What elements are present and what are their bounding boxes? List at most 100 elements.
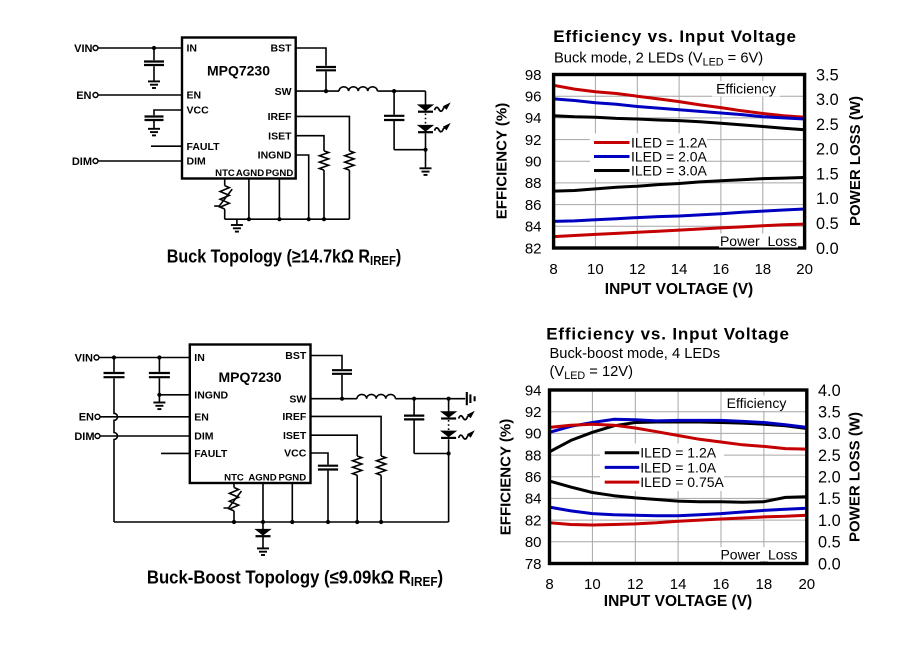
svg-text:2.5: 2.5 [816,116,839,134]
svg-text:AGND: AGND [248,473,276,484]
svg-text:90: 90 [525,426,542,443]
svg-text:Buck-boost mode, 4 LEDs: Buck-boost mode, 4 LEDs [550,346,721,362]
svg-text:PGND: PGND [278,473,306,484]
svg-text:10: 10 [587,261,604,278]
svg-text:82: 82 [525,512,542,529]
svg-text:ISET: ISET [283,430,307,442]
svg-text:DIM: DIM [72,156,92,168]
svg-text:EN: EN [187,90,202,102]
svg-text:92: 92 [525,404,542,421]
svg-text:80: 80 [525,534,542,551]
svg-text:DIM: DIM [194,431,214,443]
svg-text:VCC: VCC [187,105,210,117]
svg-text:2.5: 2.5 [818,447,841,465]
svg-text:1.0: 1.0 [818,512,841,530]
svg-text:EN: EN [194,412,209,424]
svg-text:ILED = 1.2A: ILED = 1.2A [640,445,717,461]
svg-text:92: 92 [525,132,542,149]
svg-text:78: 78 [525,556,542,573]
svg-text:NTC: NTC [215,168,235,179]
svg-text:96: 96 [525,89,542,106]
svg-text:Efficiency vs. Input Voltage: Efficiency vs. Input Voltage [553,27,797,46]
svg-text:2.0: 2.0 [816,141,839,159]
svg-text:12: 12 [627,576,644,593]
svg-text:1.0: 1.0 [816,190,839,208]
svg-text:INPUT VOLTAGE (V): INPUT VOLTAGE (V) [605,281,753,298]
svg-text:Buck-Boost Topology (≤9.09kΩ R: Buck-Boost Topology (≤9.09kΩ RIREF) [147,567,443,589]
svg-text:3.0: 3.0 [816,91,839,109]
svg-text:FAULT: FAULT [194,448,228,460]
svg-text:20: 20 [798,576,815,593]
svg-text:EN: EN [79,412,94,424]
svg-text:EFFICIENCY (%): EFFICIENCY (%) [498,419,515,535]
svg-text:0.5: 0.5 [818,534,841,552]
svg-text:POWER LOSS (W): POWER LOSS (W) [847,96,864,226]
svg-text:MPQ7230: MPQ7230 [207,63,270,79]
svg-text:Efficiency: Efficiency [716,81,776,97]
svg-text:0.0: 0.0 [818,555,841,573]
svg-text:INPUT VOLTAGE (V): INPUT VOLTAGE (V) [604,593,752,610]
svg-text:90: 90 [525,154,542,171]
svg-text:ILED = 0.75A: ILED = 0.75A [640,474,724,490]
svg-text:0.0: 0.0 [816,240,839,258]
svg-text:Efficiency: Efficiency [727,395,787,411]
svg-text:4.0: 4.0 [818,382,841,400]
svg-text:18: 18 [754,261,771,278]
svg-text:Buck Topology (≥14.7kΩ RIREF): Buck Topology (≥14.7kΩ RIREF) [167,245,401,268]
svg-text:(VLED = 12V): (VLED = 12V) [550,364,633,382]
svg-text:FAULT: FAULT [187,141,221,153]
svg-text:DIM: DIM [74,431,94,443]
svg-text:14: 14 [671,261,688,278]
svg-text:VIN: VIN [75,352,93,364]
svg-text:3.0: 3.0 [818,425,841,443]
svg-text:ILED = 2.0A: ILED = 2.0A [631,148,708,164]
svg-text:IN: IN [187,43,198,55]
svg-text:SW: SW [275,86,292,98]
svg-text:EN: EN [76,90,91,102]
svg-text:PGND: PGND [266,168,294,179]
svg-text:2.0: 2.0 [818,469,841,487]
svg-text:NTC: NTC [224,473,244,484]
svg-text:3.5: 3.5 [818,404,841,422]
svg-text:IREF: IREF [282,411,307,423]
svg-text:94: 94 [525,110,542,127]
svg-text:18: 18 [756,576,773,593]
svg-text:VCC: VCC [284,448,307,460]
svg-text:86: 86 [525,197,542,214]
svg-text:14: 14 [670,576,687,593]
svg-text:ILED = 1.2A: ILED = 1.2A [631,134,708,150]
svg-text:IREF: IREF [268,111,293,123]
svg-text:10: 10 [584,576,601,593]
svg-text:94: 94 [525,382,542,399]
svg-text:84: 84 [525,491,542,508]
svg-text:88: 88 [525,175,542,192]
svg-text:INGND: INGND [258,150,292,162]
svg-text:12: 12 [629,261,646,278]
svg-text:1.5: 1.5 [816,165,839,183]
svg-text:86: 86 [525,469,542,486]
svg-text:ILED = 3.0A: ILED = 3.0A [631,162,708,178]
svg-text:16: 16 [713,576,730,593]
svg-text:INGND: INGND [194,390,228,402]
svg-text:VIN: VIN [74,43,92,55]
svg-text:Power_Loss: Power_Loss [720,546,797,562]
svg-text:82: 82 [525,240,542,257]
svg-text:ILED = 1.0A: ILED = 1.0A [640,459,717,475]
svg-text:20: 20 [796,261,813,278]
svg-text:AGND: AGND [236,168,264,179]
svg-text:98: 98 [525,67,542,84]
svg-text:Efficiency vs. Input Voltage: Efficiency vs. Input Voltage [546,325,790,344]
svg-text:84: 84 [525,219,542,236]
svg-text:Buck mode, 2 LEDs (VLED = 6V): Buck mode, 2 LEDs (VLED = 6V) [554,51,763,69]
svg-text:DIM: DIM [187,156,207,168]
svg-text:BST: BST [271,43,293,55]
svg-text:1.5: 1.5 [818,490,841,508]
svg-text:SW: SW [289,393,306,405]
svg-text:3.5: 3.5 [816,66,839,84]
svg-text:16: 16 [713,261,730,278]
svg-text:POWER LOSS (W): POWER LOSS (W) [847,412,864,542]
svg-text:8: 8 [545,576,553,593]
svg-text:8: 8 [549,261,557,278]
svg-text:MPQ7230: MPQ7230 [218,369,281,385]
svg-text:Power_Loss: Power_Loss [720,233,797,249]
